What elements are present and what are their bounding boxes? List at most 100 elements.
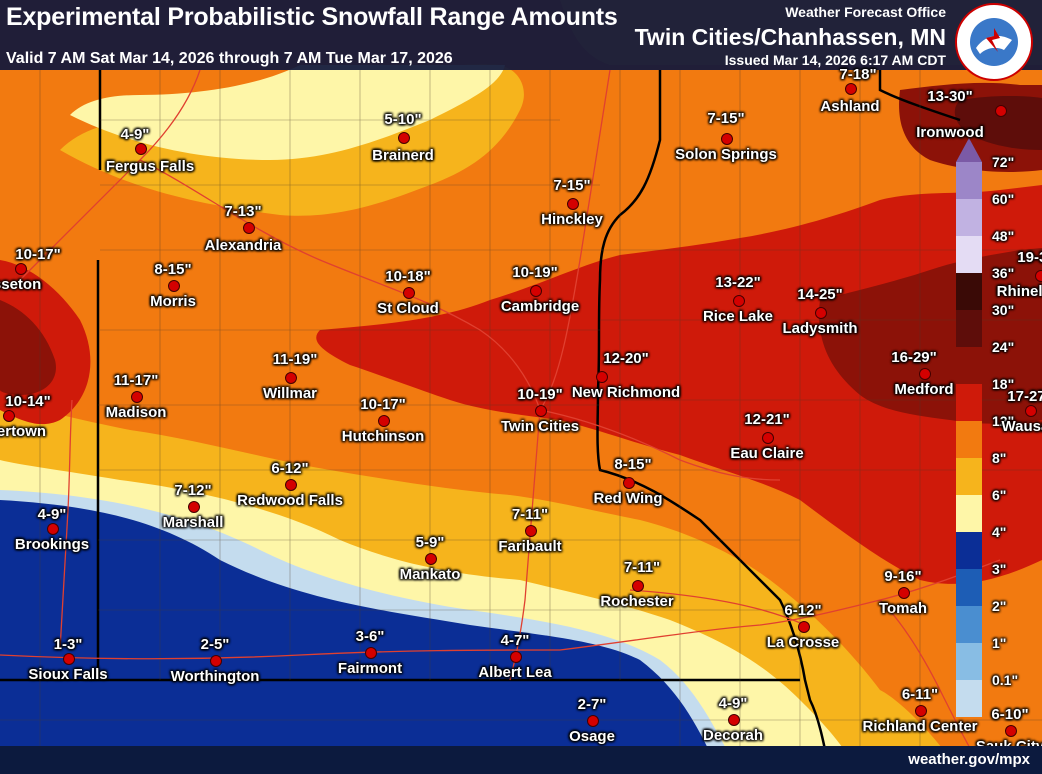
city-snow-range: 4-9" [718, 695, 748, 712]
legend-swatch [956, 421, 982, 458]
city-snow-range: 10-17" [360, 396, 406, 413]
city-dot [135, 143, 147, 155]
city-name: Tomah [878, 600, 928, 617]
city-snow-range: 11-19" [272, 351, 318, 368]
city-name: Ashland [820, 98, 880, 115]
city-snow-range: 14-25" [797, 286, 843, 303]
city-name: Hinckley [541, 211, 603, 228]
city-name: Cambridge [500, 298, 580, 315]
legend-label: 48" [992, 228, 1015, 244]
city-name: Willmar [262, 385, 318, 402]
city-snow-range: 13-22" [715, 274, 761, 291]
city-snow-range: 1-3" [53, 636, 83, 653]
city-dot [919, 368, 931, 380]
city-snow-range: 2-5" [200, 636, 230, 653]
city-name: Madison [105, 404, 167, 421]
city-name: New Richmond [571, 384, 681, 401]
city-dot [285, 372, 297, 384]
legend-label: 24" [992, 339, 1015, 355]
city-name: Eau Claire [730, 445, 804, 462]
city-dot [1005, 725, 1017, 737]
city-snow-range: 9-16" [884, 568, 922, 585]
city-name: Faribault [498, 538, 562, 555]
city-dot [403, 287, 415, 299]
city-dot [623, 477, 635, 489]
city-snow-range: 7-13" [224, 203, 262, 220]
city-snow-range: 6-12" [271, 460, 309, 477]
city-snow-range: 8-15" [154, 261, 192, 278]
city-snow-range: 10-14" [5, 393, 51, 410]
legend-label: 8" [992, 450, 1007, 466]
city-name: Osage [569, 728, 615, 745]
legend-swatch [956, 495, 982, 532]
city-dot [243, 222, 255, 234]
city-name: Fairmont [337, 660, 403, 677]
city-name: Rice Lake [702, 308, 774, 325]
office-label: Weather Forecast Office [785, 4, 946, 20]
city-dot [815, 307, 827, 319]
city-dot [168, 280, 180, 292]
city-name: Rhinelander [996, 283, 1042, 300]
city-dot [915, 705, 927, 717]
legend: 72" 60" 48" 36" 30" 24" 18" 12" 8" 6" 4" 3" 2" 1" 0.1" [956, 138, 1042, 717]
issued-time: Issued Mar 14, 2026 6:17 AM CDT [724, 52, 946, 68]
city-dot [798, 621, 810, 633]
city-snow-range: 19-30" [1017, 249, 1042, 266]
city-snow-range: 10-17" [15, 246, 61, 263]
city-dot [1025, 405, 1037, 417]
city-snow-range: 5-9" [415, 534, 445, 551]
city-name: Solon Springs [675, 146, 777, 163]
city-snow-range: 7-15" [707, 110, 745, 127]
city-name: Alexandria [204, 237, 282, 254]
city-name: Hutchinson [341, 428, 425, 445]
city-dot [398, 132, 410, 144]
city-snow-range: 7-11" [623, 559, 661, 576]
city-snow-range: 17-27" [1007, 388, 1042, 405]
city-dot [15, 263, 27, 275]
city-dot [3, 410, 15, 422]
city-dot [1035, 270, 1042, 282]
city-dot [285, 479, 297, 491]
legend-swatch [956, 643, 982, 680]
legend-label: 60" [992, 191, 1015, 207]
city-dot [632, 580, 644, 592]
legend-label: 4" [992, 524, 1007, 540]
legend-label: 18" [992, 376, 1015, 392]
legend-swatch [956, 606, 982, 643]
legend-swatch [956, 384, 982, 421]
city-dot [596, 371, 608, 383]
city-dot [510, 651, 522, 663]
city-name: Marshall [162, 514, 224, 531]
city-dot [378, 415, 390, 427]
city-snow-range: 16-29" [891, 349, 937, 366]
legend-swatch [956, 199, 982, 236]
legend-label: 6" [992, 487, 1007, 503]
city-snow-range: 12-20" [603, 350, 649, 367]
band-6to8-north [70, 65, 505, 160]
city-snow-range: 12-21" [744, 411, 790, 428]
legend-swatch [956, 569, 982, 606]
city-snow-range: 4-7" [500, 632, 530, 649]
legend-label: 12" [992, 413, 1015, 429]
city-name: Red Wing [593, 490, 663, 507]
city-dot [365, 647, 377, 659]
legend-arrow [956, 138, 982, 162]
city-snow-range: 11-17" [113, 372, 159, 389]
city-dot [762, 432, 774, 444]
map-title: Experimental Probabilistic Snowfall Rang… [6, 3, 618, 31]
city-snow-range: 6-10" [991, 706, 1029, 723]
city-name: Ironwood [916, 124, 984, 141]
city-dot [47, 523, 59, 535]
city-dot [721, 133, 733, 145]
band-24to30 [0, 82, 1042, 424]
city-snow-range: 3-6" [355, 628, 385, 645]
city-snow-range: 5-10" [384, 111, 422, 128]
city-name: Rochester [600, 593, 674, 610]
city-dot [210, 655, 222, 667]
office-location: Twin Cities/Chanhassen, MN [634, 24, 946, 50]
city-snow-range: 6-12" [784, 602, 822, 619]
city-name: Watertown [0, 423, 47, 440]
legend-swatch [956, 236, 982, 273]
city-snow-range: 10-18" [385, 268, 431, 285]
city-name: St Cloud [377, 300, 439, 317]
